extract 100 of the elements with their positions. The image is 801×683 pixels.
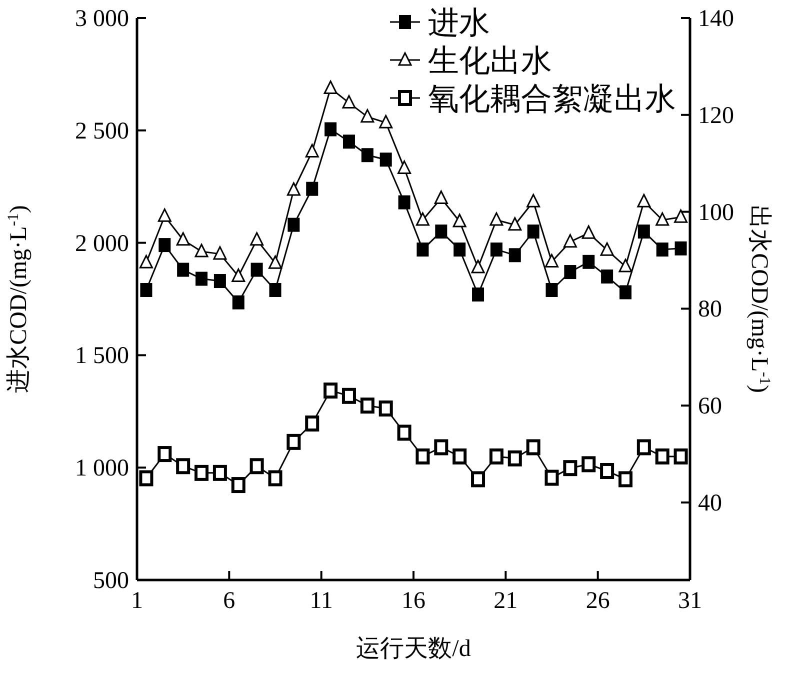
point <box>656 242 668 257</box>
point <box>674 241 687 256</box>
point <box>674 448 688 464</box>
point <box>526 194 540 208</box>
x-tick-label: 11 <box>310 588 333 614</box>
point <box>288 218 300 232</box>
point <box>471 471 486 488</box>
point <box>286 182 300 196</box>
point <box>324 122 337 136</box>
y2-tick-label: 100 <box>698 200 734 226</box>
point <box>656 212 670 226</box>
point <box>618 258 632 272</box>
point <box>618 471 632 488</box>
point <box>434 439 448 456</box>
point <box>194 464 209 481</box>
point <box>600 462 614 479</box>
point <box>306 182 318 196</box>
point <box>398 160 412 174</box>
point <box>139 254 153 268</box>
legend-label: 氧化耦合絮凝出水 <box>428 81 676 116</box>
point <box>231 477 246 494</box>
point <box>286 434 301 450</box>
point <box>305 416 320 432</box>
point <box>636 439 651 456</box>
point <box>360 398 374 414</box>
point <box>546 283 558 298</box>
point <box>194 244 208 258</box>
point <box>324 382 338 399</box>
point <box>139 470 154 486</box>
point <box>158 238 171 252</box>
point <box>452 214 466 228</box>
point <box>563 234 577 248</box>
y-tick-label: 3 000 <box>75 6 129 32</box>
point <box>380 152 392 167</box>
point <box>176 232 190 246</box>
point <box>397 424 412 441</box>
point <box>378 400 393 416</box>
point <box>489 448 504 464</box>
point <box>526 439 540 456</box>
point <box>360 109 374 123</box>
point <box>268 255 282 269</box>
y2-tick-label: 120 <box>698 102 734 129</box>
point <box>232 295 244 310</box>
point <box>582 456 596 472</box>
point <box>176 458 190 474</box>
x-tick-label: 16 <box>402 588 426 614</box>
point <box>379 114 393 128</box>
point <box>637 194 651 208</box>
point <box>600 242 614 256</box>
point <box>544 470 559 486</box>
point <box>527 224 540 239</box>
point <box>324 80 338 94</box>
point <box>196 272 208 286</box>
point <box>232 268 246 282</box>
point <box>490 212 504 226</box>
point <box>140 283 152 298</box>
point <box>416 448 430 464</box>
point <box>545 254 558 268</box>
point <box>214 274 226 288</box>
point <box>250 458 264 474</box>
x-tick-label: 1 <box>131 588 143 614</box>
x-tick-label: 21 <box>494 588 518 614</box>
point <box>434 190 448 204</box>
point <box>305 144 319 158</box>
point <box>563 460 578 476</box>
point <box>342 95 356 109</box>
point <box>268 470 282 486</box>
point <box>416 212 430 226</box>
point <box>158 446 172 462</box>
point <box>213 246 227 260</box>
point <box>361 148 374 162</box>
point <box>452 448 467 464</box>
point <box>582 225 596 239</box>
point <box>619 285 632 300</box>
point <box>564 265 576 280</box>
point <box>416 242 429 257</box>
x-tick-label: 6 <box>223 588 236 614</box>
y2-tick-label: 60 <box>698 394 722 420</box>
point <box>454 242 466 257</box>
y-tick-label: 1 000 <box>75 456 129 482</box>
y2-tick-label: 40 <box>698 490 722 516</box>
point <box>471 260 485 274</box>
y-tick-label: 1 500 <box>75 343 129 370</box>
y2-tick-label: 80 <box>698 296 722 323</box>
point <box>508 248 521 262</box>
x-axis-title: 运行天数/d <box>356 636 471 662</box>
point <box>674 209 688 223</box>
point <box>582 254 595 269</box>
y-tick-label: 2 500 <box>75 118 129 144</box>
point <box>269 283 282 298</box>
point <box>601 270 614 284</box>
point <box>490 242 502 257</box>
point <box>250 262 263 277</box>
x-tick-label: 26 <box>586 588 610 614</box>
point <box>212 464 227 481</box>
point <box>508 450 522 466</box>
point <box>435 224 448 239</box>
point <box>398 195 410 210</box>
point <box>655 448 670 464</box>
point <box>472 288 484 302</box>
